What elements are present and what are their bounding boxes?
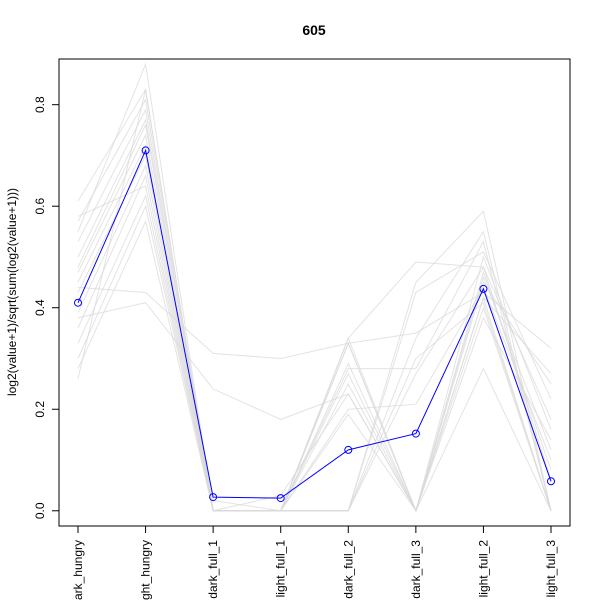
y-tick-label-1: 0.2 [33,401,47,418]
highlight-point-dark_full_1 [209,493,218,502]
y-tick-label-2: 0.4 [33,299,47,316]
x-tick-label-dark_full_3: dark_full_3 [409,540,423,599]
background-series-line-12 [77,296,552,513]
y-tick-label-3: 0.6 [33,198,47,215]
background-series-line-7 [77,163,552,513]
highlight-series-group [74,146,555,503]
x-tick-label-dark_full_2: dark_full_2 [341,540,355,599]
background-series-line-15 [77,62,552,512]
highlight-point-light_full_3 [547,477,555,486]
chart-title: 605 [302,22,326,38]
background-series-line-13 [77,219,552,513]
x-tick-label-light_full_2: light_full_2 [476,540,490,598]
background-series-line-16 [77,185,552,512]
y-tick-label-4: 0.8 [33,96,47,113]
background-series-line-2 [77,108,552,512]
y-axis-label: log2(value+1)/sqrt(sum(log2(value+1))) [5,188,19,396]
x-tick-label-dark_full_1: dark_full_1 [206,540,220,599]
plot-frame [58,58,571,527]
background-series-line-17 [77,123,552,512]
background-series-line-3 [77,118,552,513]
y-tick-label-0: 0.0 [33,502,47,519]
highlight-point-dark_hungry [74,298,82,307]
x-axis: dark_hungry light_hungry dark_full_1 light_… [71,525,558,600]
background-series-line-6 [77,153,552,512]
highlight-point-light_hungry [141,146,150,155]
highlight-point-light_full_1 [276,494,285,503]
background-series-line-11 [77,286,552,360]
background-series-line-14 [77,89,552,512]
highlight-series-line [77,148,552,499]
highlight-point-dark_full_2 [344,445,353,454]
x-tick-label-dark_hungry: dark_hungry [71,540,85,600]
highlight-point-light_full_2 [479,284,488,293]
x-tick-label-light_full_1: light_full_1 [274,540,288,598]
x-tick-label-light_hungry: light_hungry [139,540,153,600]
background-series-line-10 [77,204,552,512]
background-series-line-9 [77,194,552,513]
highlight-point-dark_full_3 [411,429,420,438]
x-tick-label-light_full_3: light_full_3 [544,540,558,598]
y-axis: 0.0 0.2 0.4 0.6 0.8 [33,96,60,519]
